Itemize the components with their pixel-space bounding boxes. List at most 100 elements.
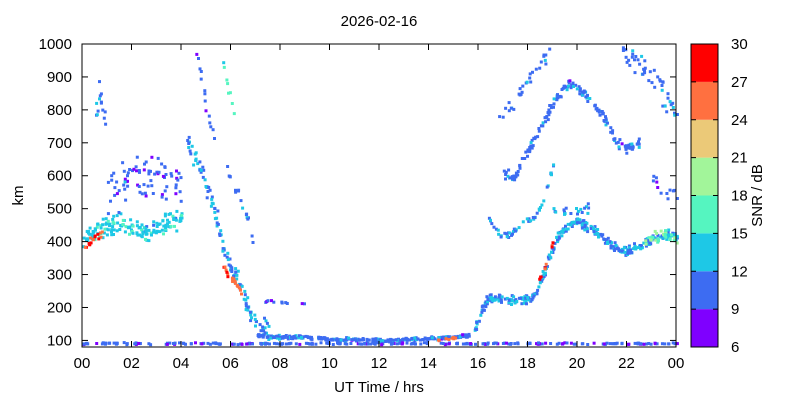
echo-cell	[671, 231, 675, 235]
echo-cell	[98, 231, 102, 235]
echo-cell	[144, 194, 148, 198]
echo-cell	[647, 236, 651, 240]
echo-cell	[136, 233, 140, 237]
echo-cell	[649, 342, 653, 346]
echo-cell	[96, 109, 100, 113]
echo-cell	[633, 341, 637, 345]
echo-cell	[531, 70, 534, 74]
echo-cell	[425, 341, 429, 345]
echo-cell	[115, 192, 119, 196]
echo-cell	[413, 336, 417, 340]
echo-cell	[655, 342, 659, 346]
echo-cell	[532, 217, 536, 221]
echo-cell	[111, 225, 115, 229]
echo-cell	[199, 70, 203, 73]
echo-cell	[210, 197, 214, 201]
echo-cell	[654, 176, 658, 180]
echo-cell	[602, 342, 606, 346]
echo-cell	[239, 199, 243, 203]
echo-cell	[175, 229, 179, 233]
echo-cell	[618, 138, 622, 142]
echo-cell	[206, 190, 210, 193]
echo-cell	[194, 157, 198, 161]
echo-cell	[550, 245, 554, 249]
echo-cell	[668, 100, 672, 104]
echo-cell	[442, 335, 446, 339]
echo-cell	[232, 112, 236, 116]
echo-cell	[598, 113, 602, 117]
echo-cell	[660, 88, 664, 92]
echo-cell	[592, 341, 596, 345]
echo-cell	[103, 110, 107, 114]
echo-cell	[365, 339, 369, 343]
echo-cell	[347, 336, 351, 340]
echo-cell	[213, 137, 216, 140]
echo-cell	[526, 296, 530, 299]
echo-cell	[210, 195, 214, 199]
echo-cell	[105, 233, 109, 237]
echo-cell	[278, 337, 281, 341]
echo-cell	[474, 342, 477, 346]
echo-cell	[124, 198, 128, 202]
echo-cell	[149, 231, 153, 235]
echo-cell	[300, 336, 303, 339]
echo-cell	[610, 241, 613, 245]
echo-cell	[622, 246, 626, 250]
echo-cell	[489, 218, 492, 222]
echo-cell	[269, 334, 273, 338]
echo-cell	[608, 240, 612, 244]
echo-cell	[588, 97, 592, 100]
echo-cell	[266, 299, 270, 303]
echo-cell	[501, 342, 505, 345]
echo-cell	[542, 54, 546, 58]
echo-cell	[233, 279, 237, 283]
echo-cell	[631, 145, 635, 149]
echo-cell	[145, 232, 149, 236]
echo-cell	[95, 101, 99, 105]
echo-cell	[294, 336, 298, 340]
echo-cell	[601, 111, 605, 115]
echo-cell	[287, 342, 291, 346]
echo-cell	[582, 219, 586, 223]
echo-cell	[548, 110, 552, 114]
echo-cell	[663, 104, 667, 108]
echo-cell	[275, 342, 279, 346]
echo-cell	[180, 212, 184, 216]
echo-cell	[100, 230, 104, 234]
echo-cell	[383, 339, 387, 343]
echo-cell	[482, 308, 486, 312]
echo-cell	[538, 277, 542, 281]
echo-cell	[314, 342, 318, 346]
echo-cell	[620, 247, 624, 251]
echo-cell	[343, 342, 347, 346]
echo-cell	[600, 110, 604, 113]
echo-cell	[92, 230, 96, 234]
echo-cell	[628, 146, 632, 150]
echo-cell	[117, 189, 121, 193]
echo-cell	[310, 335, 313, 339]
echo-cell	[271, 336, 275, 340]
echo-cell	[300, 302, 304, 306]
echo-cell	[150, 155, 154, 159]
echo-cell	[544, 341, 548, 345]
echo-cell	[492, 225, 496, 229]
echo-cell	[546, 118, 550, 122]
echo-cell	[350, 338, 354, 342]
echo-cell	[194, 341, 197, 345]
echo-cell	[644, 342, 648, 346]
echo-cell	[671, 341, 675, 345]
echo-cell	[565, 88, 569, 92]
echo-cell	[263, 331, 267, 335]
colorbar-band	[691, 233, 718, 272]
colorbar-tick-label: 21	[731, 150, 748, 167]
echo-cell	[603, 241, 607, 245]
echo-cell	[613, 241, 617, 245]
echo-cell	[136, 183, 140, 187]
echo-cell	[560, 234, 564, 238]
echo-cell	[529, 299, 533, 303]
echo-cell	[566, 227, 570, 231]
echo-cell	[389, 342, 393, 346]
echo-cell	[226, 251, 230, 255]
echo-cell	[543, 271, 547, 275]
echo-cell	[605, 341, 609, 345]
